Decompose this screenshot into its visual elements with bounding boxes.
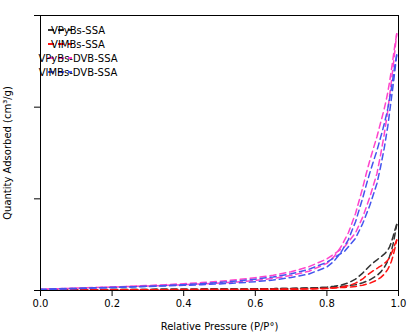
svg-text:0.2: 0.2 xyxy=(104,298,120,309)
svg-text:0.0: 0.0 xyxy=(33,298,49,309)
svg-text:VIMBs-SSA: VIMBs-SSA xyxy=(51,39,105,50)
svg-text:0.6: 0.6 xyxy=(247,298,263,309)
svg-text:Quantity Adsorbed (cm³/g): Quantity Adsorbed (cm³/g) xyxy=(2,86,13,220)
svg-text:1.0: 1.0 xyxy=(391,298,407,309)
svg-text:0.8: 0.8 xyxy=(319,298,335,309)
svg-text:0.4: 0.4 xyxy=(176,298,192,309)
svg-text:VPyBs-SSA: VPyBs-SSA xyxy=(51,25,105,36)
svg-text:VPyBs-DVB-SSA: VPyBs-DVB-SSA xyxy=(38,53,117,64)
svg-text:Relative Pressure (P/P°): Relative Pressure (P/P°) xyxy=(161,321,279,332)
svg-text:VIMBs-DVB-SSA: VIMBs-DVB-SSA xyxy=(39,67,118,78)
